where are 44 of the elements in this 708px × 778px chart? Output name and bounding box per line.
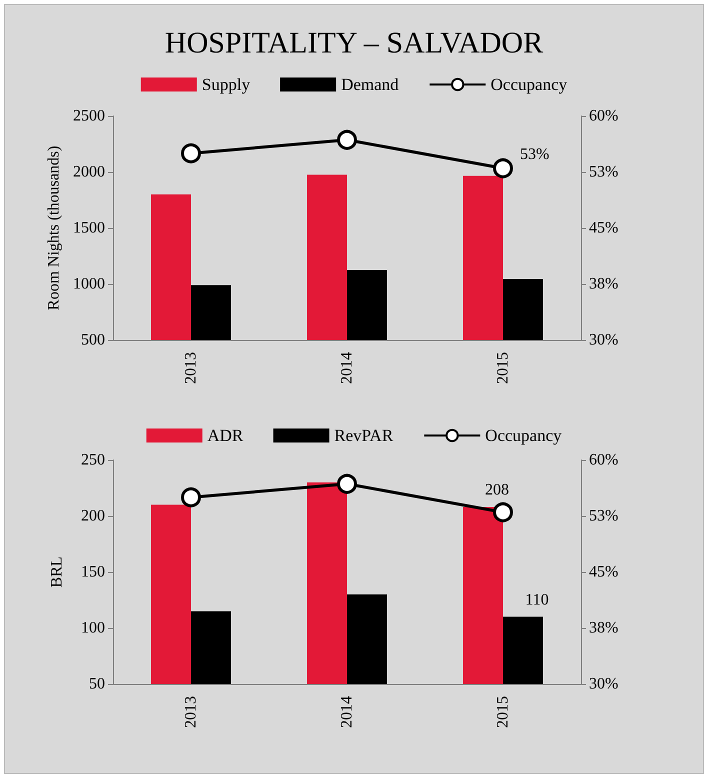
point <box>493 158 513 178</box>
x-tick-label: 2013 <box>182 696 200 728</box>
y2-tick-label: 60% <box>589 452 618 468</box>
legend-label: Supply <box>202 75 251 94</box>
y-axis-title: Room Nights (thousands) <box>46 146 63 310</box>
y-tick-label: 150 <box>81 564 105 580</box>
legend-label: RevPAR <box>334 426 394 445</box>
y-tick-label: 50 <box>89 676 105 692</box>
legend-label: Occupancy <box>485 426 562 445</box>
y-tick-label: 500 <box>81 332 105 348</box>
legend-label: Occupancy <box>490 75 568 94</box>
x-tick-label: 2015 <box>494 696 512 728</box>
y2-tick-label: 30% <box>589 332 618 348</box>
y2-tick-label: 60% <box>589 108 618 124</box>
legend-label: ADR <box>207 426 244 445</box>
point <box>493 502 513 522</box>
y-tick-label: 1500 <box>73 220 105 236</box>
x-tick-label: 2014 <box>338 696 356 728</box>
y-axis-title: BRL <box>48 556 66 588</box>
x-tick-label: 2015 <box>494 352 512 384</box>
y2-tick-label: 30% <box>589 676 618 692</box>
chart-title: HOSPITALITY – SALVADOR <box>164 26 544 60</box>
y-tick-label: 100 <box>81 620 105 636</box>
point <box>337 474 357 494</box>
data-label: 110 <box>525 591 549 608</box>
y-tick-label: 2000 <box>73 164 105 180</box>
data-label: 53% <box>520 146 550 163</box>
y-tick-label: 250 <box>81 452 105 468</box>
y2-tick-label: 45% <box>589 564 618 580</box>
y2-tick-label: 53% <box>589 164 618 180</box>
y2-tick-label: 45% <box>589 220 618 236</box>
y2-tick-label: 53% <box>589 508 618 524</box>
y2-tick-label: 38% <box>589 276 618 292</box>
y-tick-label: 200 <box>81 508 105 524</box>
legend-label: Demand <box>341 75 400 94</box>
point <box>181 487 201 508</box>
data-label: 208 <box>485 482 509 499</box>
point <box>337 130 357 150</box>
y2-tick-label: 38% <box>589 620 618 636</box>
point <box>181 143 201 164</box>
x-tick-label: 2014 <box>338 352 356 384</box>
y-tick-label: 2500 <box>73 108 105 124</box>
y-tick-label: 1000 <box>73 276 105 292</box>
x-tick-label: 2013 <box>182 352 200 384</box>
